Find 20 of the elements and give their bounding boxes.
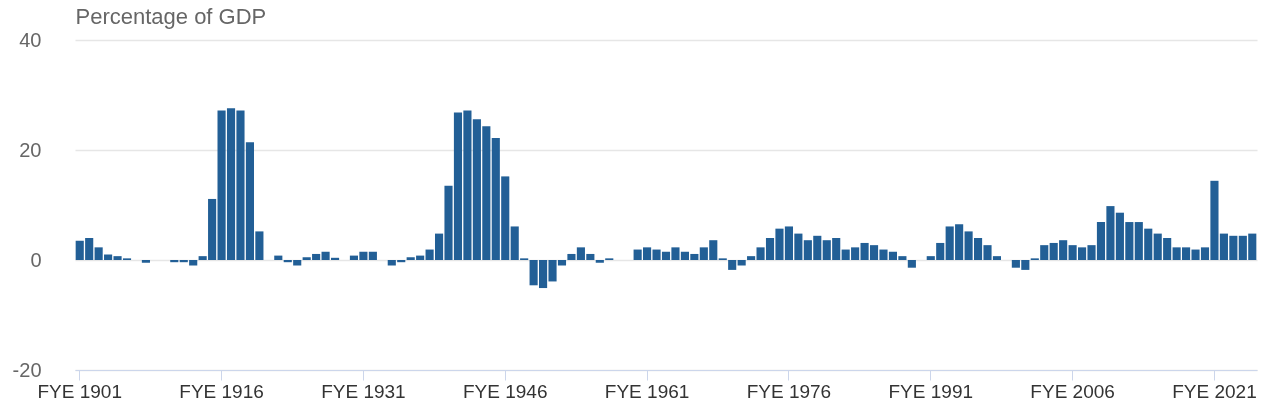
x-tick-label: FYE 1916 bbox=[179, 380, 264, 402]
bar bbox=[141, 260, 150, 263]
x-tick-label: FYE 1931 bbox=[321, 380, 406, 402]
x-tick-label: FYE 2021 bbox=[1172, 380, 1257, 402]
x-tick-label: FYE 1946 bbox=[463, 380, 548, 402]
bar bbox=[907, 260, 916, 268]
x-tick-label: FYE 1961 bbox=[604, 380, 690, 402]
y-tick-label: -20 bbox=[12, 358, 42, 381]
bar bbox=[368, 251, 377, 260]
x-tick-label: FYE 1991 bbox=[888, 380, 974, 402]
bar bbox=[595, 260, 604, 263]
y-tick-label: 0 bbox=[30, 248, 42, 271]
x-tick-label: FYE 1976 bbox=[746, 380, 832, 402]
x-tick-label: FYE 2006 bbox=[1030, 380, 1115, 402]
y-tick-label: 40 bbox=[19, 28, 42, 51]
y-tick-label: 20 bbox=[19, 138, 42, 161]
y-axis-title: Percentage of GDP bbox=[75, 3, 267, 29]
x-tick-label: FYE 1901 bbox=[37, 380, 122, 402]
bar bbox=[728, 260, 737, 270]
bar bbox=[737, 260, 746, 266]
